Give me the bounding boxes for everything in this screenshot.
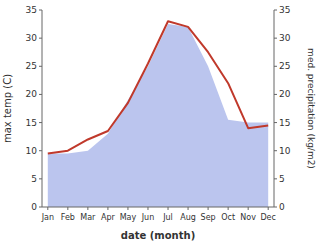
y2-tick: [274, 178, 277, 179]
y2-tick-label: 5: [279, 174, 285, 184]
y-tick: [39, 122, 42, 123]
y2-tick-label: 20: [279, 89, 291, 99]
y-tick-label: 5: [31, 174, 37, 184]
x-tick-label: Jun: [141, 213, 155, 222]
y2-tick-label: 15: [279, 118, 290, 128]
y2-tick-label: 0: [279, 202, 285, 212]
y2-tick: [274, 94, 277, 95]
y-tick: [39, 10, 42, 11]
x-tick-label: Aug: [180, 213, 196, 222]
x-tick-label: Sep: [201, 213, 216, 222]
x-tick-label: Apr: [101, 213, 116, 222]
y-tick-label: 0: [31, 202, 37, 212]
area: [48, 24, 268, 207]
x-tick: [268, 207, 269, 210]
x-tick: [47, 207, 48, 210]
x-tick: [127, 207, 128, 210]
x-axis-label: date (month): [121, 230, 195, 241]
y-tick: [39, 150, 42, 151]
y-tick-label: 35: [26, 5, 37, 15]
y-tick: [39, 178, 42, 179]
x-tick-label: Feb: [61, 213, 75, 222]
x-tick-label: Dec: [260, 213, 275, 222]
y2-tick: [274, 38, 277, 39]
x-tick: [168, 207, 169, 210]
y2-tick-label: 30: [279, 33, 291, 43]
x-tick: [228, 207, 229, 210]
x-tick: [67, 207, 68, 210]
y2-tick: [274, 150, 277, 151]
chart: 0 5 10 15 20 25 30 35 0 5 10 15 20 25 30 35 Jan Feb Mar Apr…: [0, 0, 318, 247]
y2-axis-label: med. precipitation (kg/m2): [306, 48, 316, 169]
y-tick-label: 20: [26, 89, 38, 99]
x-tick: [248, 207, 249, 210]
line: [48, 21, 268, 153]
y-tick-label: 10: [26, 146, 38, 156]
y-tick-label: 25: [26, 61, 37, 71]
x-tick: [208, 207, 209, 210]
y-axis-line: [42, 10, 43, 207]
y2-tick: [274, 10, 277, 11]
x-tick-label: May: [120, 213, 137, 222]
y-tick: [39, 38, 42, 39]
y-tick: [39, 207, 42, 208]
y2-axis-line: [274, 10, 275, 207]
y-tick-label: 30: [26, 33, 38, 43]
x-tick-label: Oct: [221, 213, 235, 222]
y-tick: [39, 66, 42, 67]
x-tick: [107, 207, 108, 210]
y2-tick-label: 10: [279, 146, 291, 156]
y-axis-label: max temp (C): [2, 74, 13, 143]
y2-tick-label: 25: [279, 61, 290, 71]
y2-tick-label: 35: [279, 5, 290, 15]
x-tick: [147, 207, 148, 210]
x-tick-label: Jan: [41, 213, 54, 222]
y2-tick: [274, 66, 277, 67]
x-tick-label: Mar: [80, 213, 96, 222]
y2-tick: [274, 207, 277, 208]
y-tick: [39, 94, 42, 95]
y-tick-label: 15: [26, 118, 37, 128]
x-tick: [188, 207, 189, 210]
x-axis-line: [42, 207, 274, 208]
x-tick-label: Nov: [240, 213, 256, 222]
x-tick: [87, 207, 88, 210]
x-tick-label: Jul: [162, 213, 173, 222]
plot-area: [48, 21, 268, 207]
y2-tick: [274, 122, 277, 123]
